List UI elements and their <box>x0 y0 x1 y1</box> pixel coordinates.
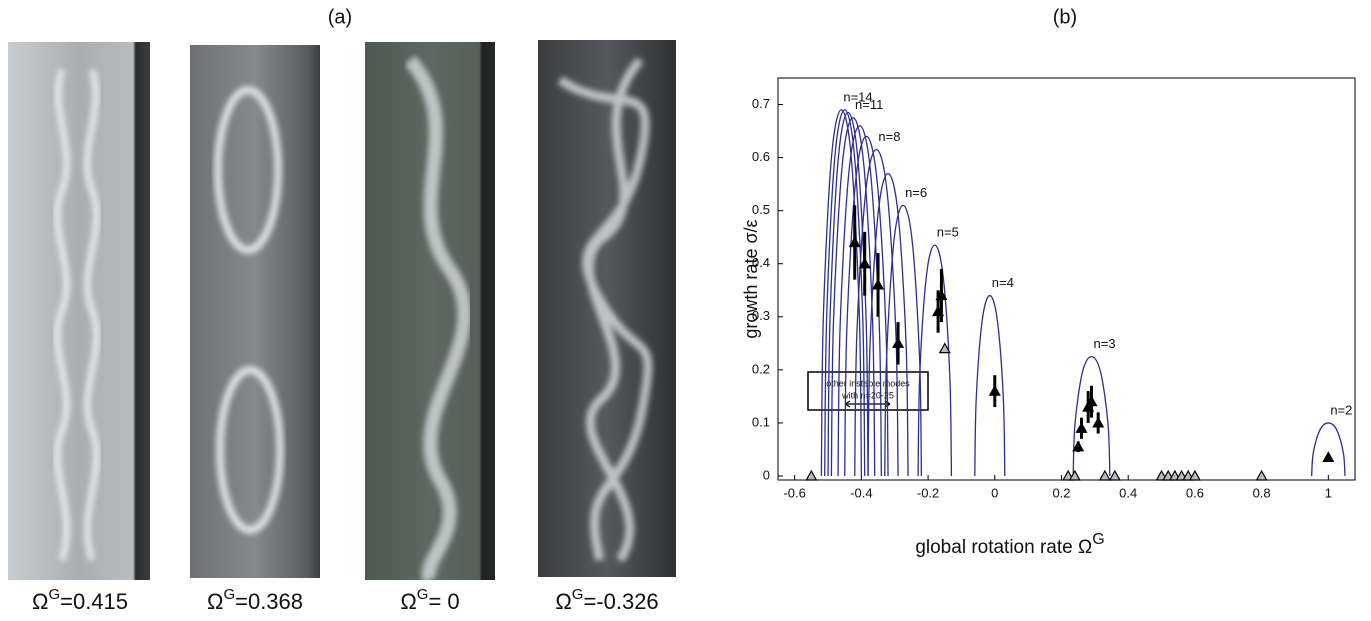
data-point <box>1108 469 1121 481</box>
data-point <box>1255 469 1268 481</box>
mode-curve <box>884 204 923 477</box>
data-point <box>1322 451 1335 463</box>
mode-curve <box>867 172 909 477</box>
annotation-text: other instable modes <box>826 378 910 388</box>
y-tick-label: 0.4 <box>752 255 770 270</box>
mode-curve <box>917 244 953 477</box>
data-point <box>1098 469 1111 481</box>
x-tick-label: -0.6 <box>783 485 805 500</box>
mode-curve <box>837 125 883 477</box>
y-tick-label: 0.6 <box>752 149 770 164</box>
mode-label: n=3 <box>1094 336 1116 351</box>
y-tick-label: 0 <box>763 467 770 482</box>
photo <box>190 45 320 578</box>
mode-curve <box>1072 355 1111 477</box>
data-point <box>892 337 905 348</box>
y-tick-label: 0.3 <box>752 308 770 323</box>
y-axis-label: growth rate σ/ε <box>741 219 761 338</box>
mode-curve <box>854 148 899 477</box>
photo <box>365 42 495 584</box>
data-point <box>805 469 818 481</box>
data-point <box>938 342 951 354</box>
y-tick-label: 0.1 <box>752 414 770 429</box>
mode-curve <box>974 294 1006 477</box>
data-point <box>1188 469 1201 481</box>
mode-label: n=11 <box>855 97 883 112</box>
mode-label: n=2 <box>1330 402 1352 417</box>
caption: ΩG=0.368 <box>207 586 303 614</box>
mode-curve <box>820 109 863 477</box>
data-point <box>872 278 885 290</box>
data-point <box>848 236 861 248</box>
x-tick-label: 1 <box>1325 485 1332 500</box>
mode-label: n=5 <box>937 225 959 240</box>
data-point <box>1092 416 1105 428</box>
x-tick-label: 0.2 <box>1052 485 1070 500</box>
mode-label: n=4 <box>992 275 1014 290</box>
data-point <box>1085 395 1098 407</box>
photo <box>8 42 150 580</box>
data-point <box>1068 469 1081 481</box>
panel-label: (a) <box>328 6 352 28</box>
x-tick-label: -0.4 <box>850 485 872 500</box>
data-point <box>1072 440 1085 452</box>
mode-curve <box>844 135 889 477</box>
x-tick-label: 0 <box>991 485 998 500</box>
caption: ΩG=-0.326 <box>555 586 658 614</box>
caption: ΩG=0.415 <box>32 586 128 614</box>
mode-curve <box>827 111 869 477</box>
mode-curve <box>824 109 866 477</box>
mode-label: n=8 <box>878 129 900 144</box>
mode-label: n=14 <box>843 89 872 104</box>
mode-label: n=6 <box>905 185 927 200</box>
mode-curve <box>830 117 876 477</box>
x-axis-label: global rotation rate ΩG <box>915 531 1104 558</box>
data-point <box>1075 422 1088 433</box>
mode-curve <box>1310 422 1346 477</box>
y-tick-label: 0.5 <box>752 202 770 217</box>
chart-title: (b) <box>1053 6 1077 28</box>
captions: ΩG=0.415 ΩG=0.368 ΩG= 0 ΩG=-0.326 <box>32 586 659 614</box>
x-tick-label: 0.8 <box>1253 485 1271 500</box>
y-tick-label: 0.2 <box>752 361 770 376</box>
x-tick-label: 0.6 <box>1186 485 1204 500</box>
photo <box>538 40 676 577</box>
data-point <box>988 384 1001 396</box>
data-point <box>858 257 871 269</box>
x-tick-label: -0.2 <box>917 485 939 500</box>
caption: ΩG= 0 <box>400 586 459 614</box>
y-tick-label: 0.7 <box>752 96 770 111</box>
data-point <box>935 289 948 301</box>
x-tick-label: 0.4 <box>1119 485 1137 500</box>
